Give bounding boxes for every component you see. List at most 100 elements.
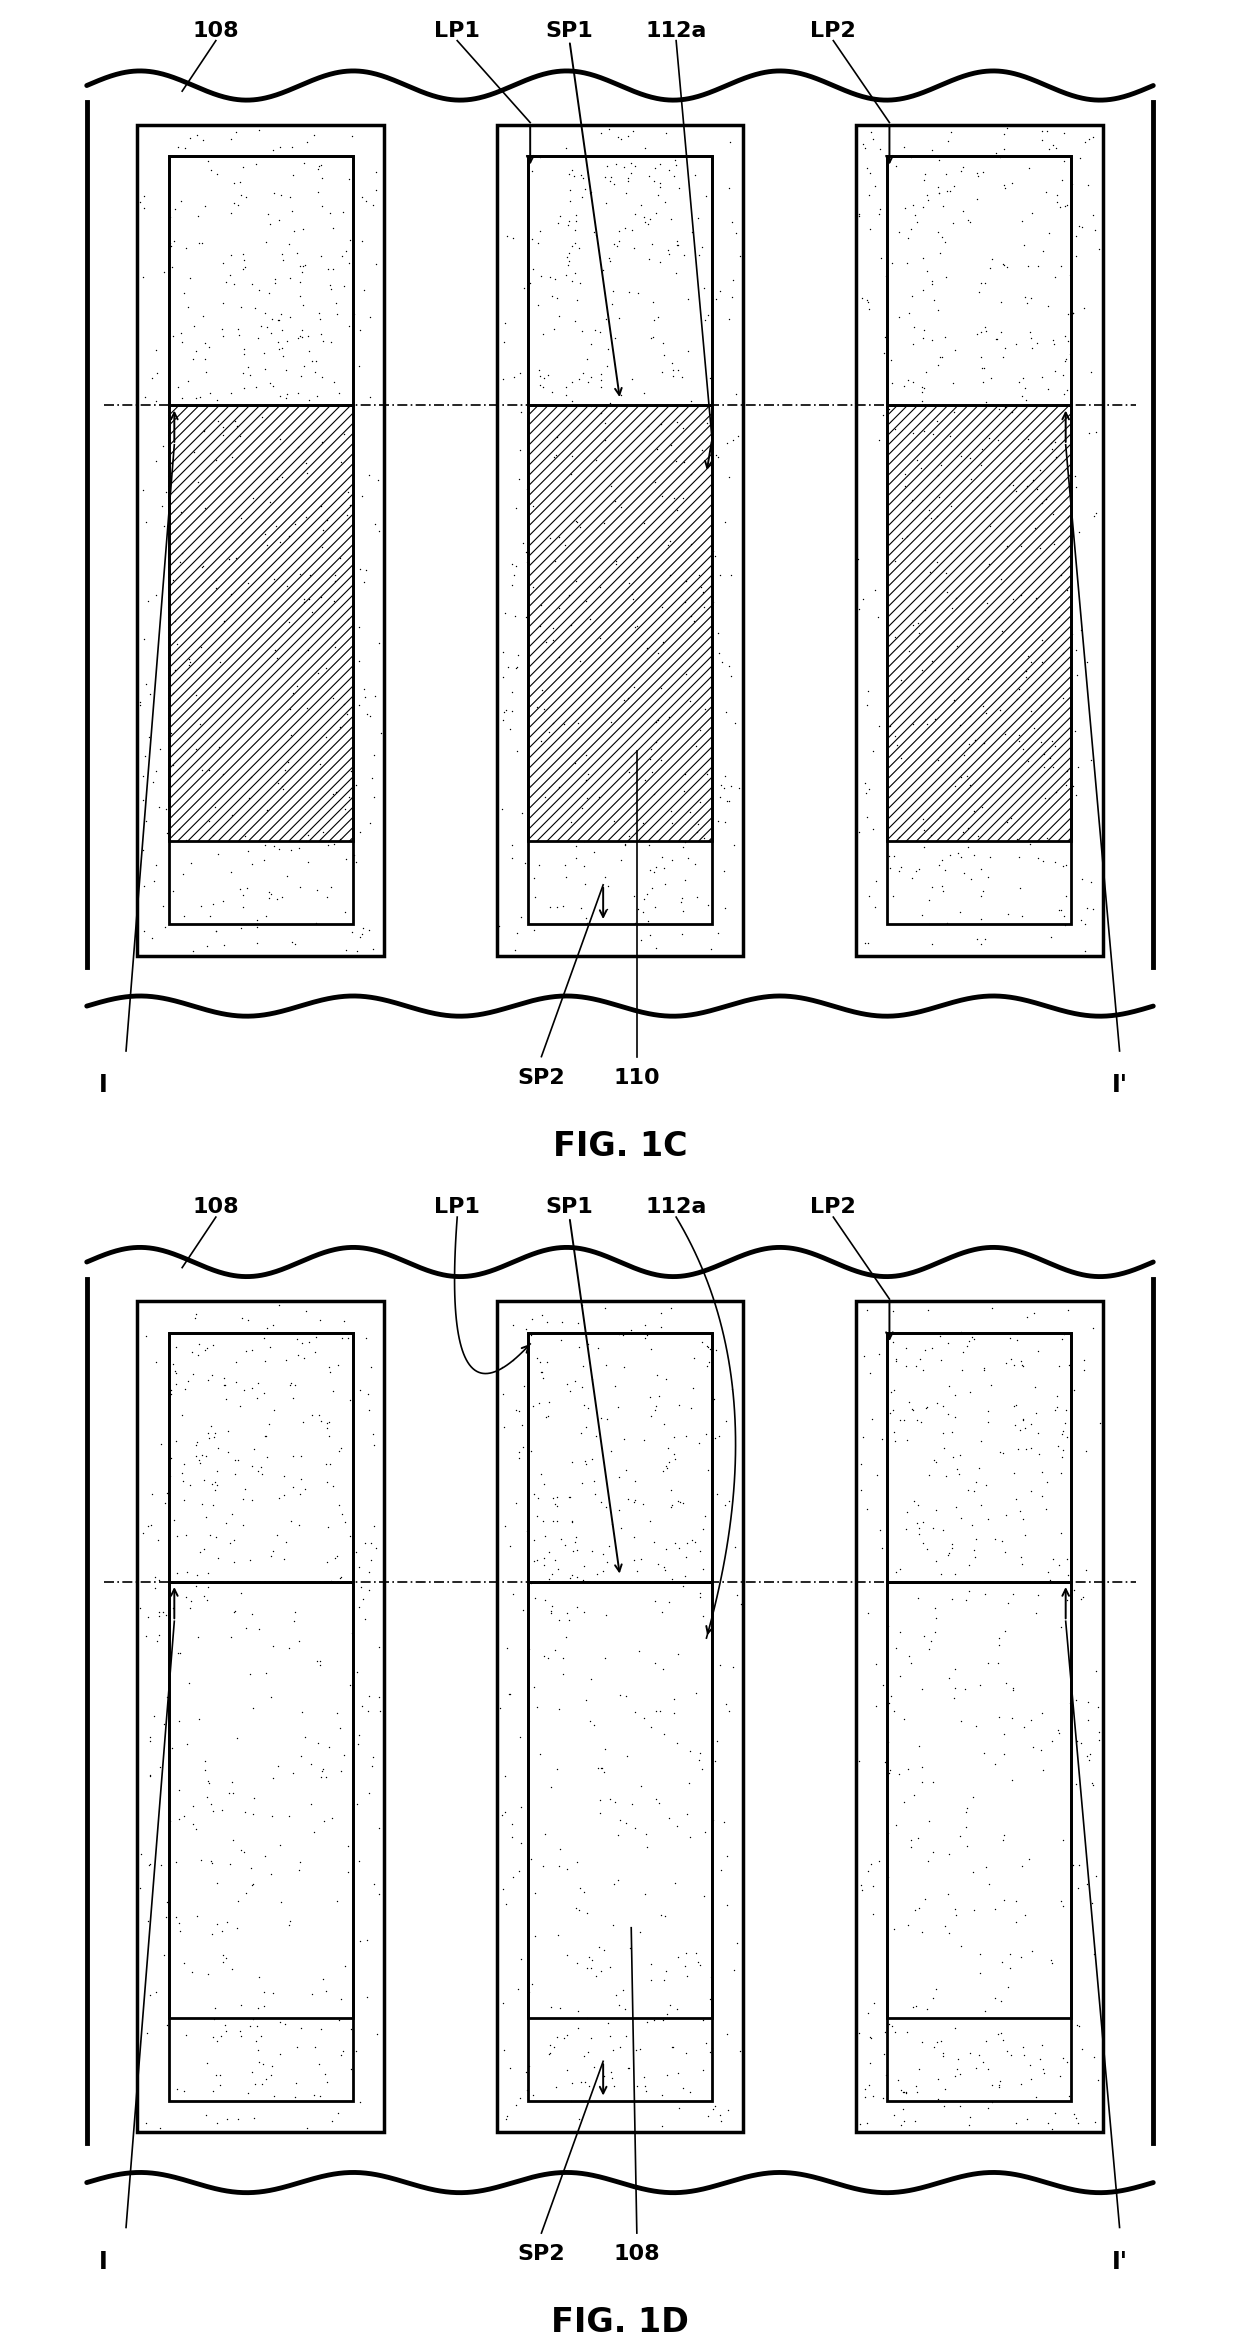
Point (720, 767, 740, 805)
Point (954, 854, 973, 891)
Point (608, 228, 627, 265)
Point (709, 556, 729, 594)
Point (326, 774, 346, 812)
Point (244, 2100, 264, 2137)
Point (134, 190, 154, 228)
Point (862, 1401, 882, 1438)
Text: I': I' (1111, 1074, 1127, 1098)
Point (890, 1401, 910, 1438)
Point (241, 758, 260, 795)
Point (892, 847, 911, 884)
Point (640, 741, 660, 779)
Point (574, 1874, 594, 1912)
Point (327, 1537, 347, 1574)
Point (270, 1884, 290, 1921)
Point (905, 197, 925, 235)
Point (157, 1473, 177, 1511)
Point (326, 284, 346, 321)
Point (663, 157, 683, 195)
Point (885, 718, 905, 755)
Point (901, 481, 921, 518)
Point (260, 364, 280, 401)
Point (1014, 1708, 1034, 1745)
Point (212, 2018, 232, 2055)
Point (580, 326, 600, 364)
Point (310, 746, 330, 784)
Point (310, 300, 330, 338)
Point (928, 291, 947, 328)
Point (913, 1914, 932, 1952)
Point (584, 1706, 604, 1743)
Point (310, 1642, 330, 1680)
Point (940, 1368, 960, 1405)
Point (174, 1945, 193, 1982)
Point (237, 1609, 257, 1647)
Point (263, 1628, 283, 1666)
Point (269, 331, 289, 368)
Point (689, 1945, 709, 1982)
Point (692, 1323, 712, 1361)
Point (187, 117, 207, 155)
Point (506, 1485, 526, 1523)
Point (324, 1372, 343, 1410)
Point (574, 866, 594, 903)
Point (999, 467, 1019, 504)
Point (665, 141, 684, 178)
Point (702, 277, 722, 314)
Point (207, 2022, 227, 2060)
Point (1053, 162, 1073, 199)
Point (904, 307, 924, 345)
Point (1049, 598, 1069, 636)
Point (904, 185, 924, 223)
Point (1085, 2102, 1105, 2140)
Point (510, 2079, 529, 2116)
Point (691, 568, 711, 605)
Point (1056, 1391, 1076, 1429)
Point (951, 439, 971, 476)
Point (1035, 174, 1055, 211)
Point (722, 1370, 742, 1408)
Point (906, 2074, 926, 2111)
Point (496, 1886, 516, 1924)
Point (498, 647, 518, 685)
Point (854, 129, 874, 167)
Point (268, 1516, 288, 1553)
Point (143, 359, 162, 396)
Point (161, 1375, 181, 1412)
Point (963, 1473, 983, 1511)
Bar (856, 1302, 1102, 2133)
Point (176, 821, 196, 859)
Point (595, 185, 615, 223)
Point (718, 1886, 738, 1924)
Point (570, 1870, 590, 1907)
Point (1016, 659, 1035, 697)
Point (599, 1527, 619, 1565)
Bar (528, 842, 712, 924)
Point (242, 1368, 262, 1405)
Point (959, 828, 978, 866)
Point (1075, 931, 1095, 969)
Point (879, 1752, 899, 1790)
Point (1019, 150, 1039, 188)
Point (490, 908, 510, 945)
Point (325, 629, 345, 666)
Point (216, 2006, 236, 2043)
Point (175, 1445, 195, 1483)
Point (601, 1504, 621, 1541)
Point (538, 1398, 558, 1436)
Point (188, 1619, 208, 1656)
Text: 112a: 112a (646, 21, 707, 40)
Point (188, 1337, 208, 1375)
Point (193, 1577, 213, 1614)
Point (993, 115, 1013, 152)
Point (890, 739, 910, 777)
Point (231, 289, 250, 326)
Point (1081, 352, 1101, 389)
Point (589, 1928, 609, 1966)
Point (950, 2055, 970, 2093)
Point (994, 1532, 1014, 1569)
Point (156, 474, 176, 511)
Point (976, 2022, 996, 2060)
Point (556, 1525, 575, 1562)
Point (621, 1311, 641, 1349)
